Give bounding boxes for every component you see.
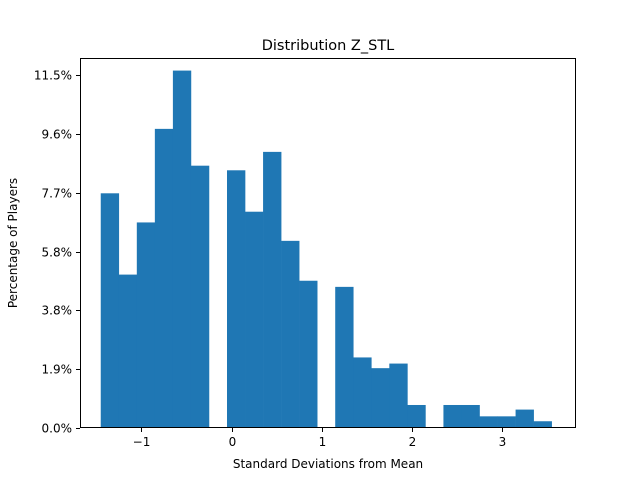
histogram-bar bbox=[479, 416, 498, 428]
y-tick-label: 9.6% bbox=[42, 128, 73, 142]
y-tick-label: 0.0% bbox=[42, 422, 73, 436]
histogram-bar bbox=[353, 357, 372, 428]
y-axis-label: Percentage of Players bbox=[6, 178, 20, 308]
x-axis-ticks: −1 0 1 2 3 bbox=[133, 428, 507, 449]
histogram-bar bbox=[533, 421, 552, 428]
histogram-bar bbox=[335, 286, 354, 428]
histogram-bar bbox=[389, 363, 408, 428]
histogram-bar bbox=[497, 416, 516, 428]
x-tick-label: 3 bbox=[499, 435, 507, 449]
histogram-bar bbox=[190, 165, 210, 428]
histogram-bar bbox=[100, 193, 120, 428]
y-tick-label: 5.8% bbox=[42, 246, 73, 260]
histogram-bar bbox=[263, 151, 282, 428]
x-tick-label: 2 bbox=[409, 435, 417, 449]
histogram-bar bbox=[515, 409, 534, 428]
chart-title: Distribution Z_STL bbox=[262, 38, 395, 54]
y-tick-label: 11.5% bbox=[34, 69, 72, 83]
x-axis-label: Standard Deviations from Mean bbox=[233, 457, 423, 471]
histogram-bar bbox=[154, 128, 174, 428]
y-tick-label: 3.8% bbox=[42, 304, 73, 318]
x-tick-label: 0 bbox=[229, 435, 237, 449]
histogram-bar bbox=[443, 404, 462, 428]
x-tick-label: 1 bbox=[319, 435, 327, 449]
histogram-bar bbox=[118, 274, 138, 428]
histogram-bar bbox=[281, 240, 300, 428]
histogram-bar bbox=[299, 280, 318, 428]
histogram-bar bbox=[136, 222, 156, 428]
y-tick-label: 1.9% bbox=[42, 363, 73, 377]
histogram-bar bbox=[407, 404, 426, 428]
y-axis-ticks: 0.0% 1.9% 3.8% 5.8% 7.7% 9.6% 11.5% bbox=[34, 69, 80, 436]
histogram-bar bbox=[461, 404, 480, 428]
x-tick-label: −1 bbox=[133, 435, 151, 449]
histogram-bar bbox=[371, 368, 390, 428]
y-tick-label: 7.7% bbox=[42, 187, 73, 201]
histogram-bar bbox=[245, 211, 264, 428]
bars-group bbox=[100, 70, 552, 429]
histogram-bar bbox=[172, 70, 192, 428]
plot-frame bbox=[80, 58, 576, 428]
histogram-bar bbox=[227, 170, 246, 429]
